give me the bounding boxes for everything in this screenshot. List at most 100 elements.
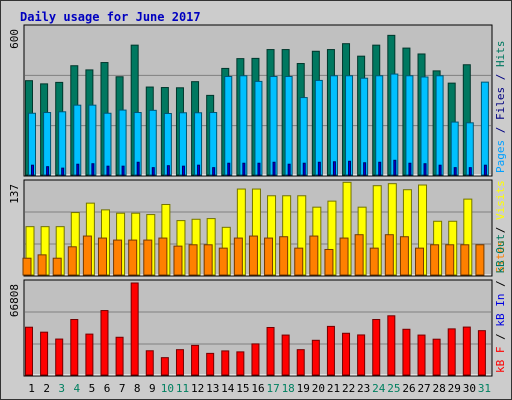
bar-hits-pages-18 [287, 163, 291, 176]
bar-hits-pages-27 [423, 163, 427, 176]
bar-visits-sites-31 [475, 244, 485, 276]
bar-visits-sites-29 [445, 244, 455, 276]
bar-hits-pages-26 [408, 162, 412, 176]
bar-hits-pages-21 [332, 161, 336, 176]
legend-visits-2: Visits [494, 180, 507, 220]
bar-hits-files-11 [178, 112, 187, 176]
bar-visits-sites-25 [384, 234, 394, 276]
bar-kbytes-kb-f-10 [160, 357, 169, 376]
bar-hits-pages-3 [61, 167, 65, 176]
day-label-24: 24 [372, 382, 386, 395]
bar-visits-sites-2 [37, 254, 47, 276]
legend-kbytes-0: kB F [494, 347, 507, 374]
day-label-12: 12 [191, 382, 204, 395]
day-label-28: 28 [433, 382, 446, 395]
bar-visits-sites-11 [173, 245, 183, 276]
day-label-6: 6 [104, 382, 111, 395]
bar-hits-files-16 [254, 80, 263, 176]
bar-hits-pages-28 [438, 164, 442, 176]
legend-visits-1: / [494, 220, 507, 240]
day-label-23: 23 [357, 382, 370, 395]
legend-hits-2: Files [494, 87, 507, 120]
bar-hits-pages-25 [393, 159, 397, 176]
chart-title: Daily usage for June 2017 [20, 10, 201, 24]
bar-kbytes-kb-f-29 [447, 328, 456, 376]
bar-visits-sites-27 [415, 247, 425, 276]
bar-hits-files-9 [148, 109, 157, 176]
bar-visits-sites-1 [22, 257, 32, 276]
bar-hits-files-18 [284, 76, 293, 176]
bar-visits-sites-26 [399, 236, 409, 276]
bar-kbytes-kb-f-25 [387, 315, 396, 376]
day-label-9: 9 [149, 382, 156, 395]
bar-visits-sites-23 [354, 234, 364, 276]
bar-hits-pages-12 [197, 164, 201, 176]
bar-kbytes-kb-f-11 [175, 349, 184, 376]
bar-hits-files-27 [420, 76, 429, 176]
bar-hits-pages-11 [181, 165, 185, 176]
day-label-17: 17 [266, 382, 279, 395]
bar-visits-sites-3 [52, 257, 62, 276]
bar-hits-pages-10 [166, 165, 170, 176]
day-label-25: 25 [387, 382, 400, 395]
bar-visits-sites-12 [188, 244, 198, 276]
bar-hits-pages-19 [302, 162, 306, 176]
day-label-8: 8 [134, 382, 141, 395]
bar-visits-sites-4 [67, 246, 77, 276]
bar-hits-pages-23 [363, 162, 367, 176]
bar-hits-pages-4 [76, 163, 80, 176]
day-label-21: 21 [327, 382, 340, 395]
bar-visits-sites-13 [203, 244, 213, 276]
bar-hits-pages-13 [212, 167, 216, 176]
bar-visits-sites-28 [430, 244, 440, 276]
bar-kbytes-kb-f-16 [251, 343, 260, 376]
bar-hits-files-21 [329, 75, 338, 176]
bar-visits-sites-5 [82, 235, 92, 276]
bar-hits-pages-14 [227, 162, 231, 176]
bar-kbytes-kb-f-8 [130, 282, 139, 376]
bar-visits-sites-15 [233, 237, 243, 276]
day-label-11: 11 [176, 382, 189, 395]
bar-hits-files-23 [360, 77, 369, 176]
bar-visits-sites-16 [248, 235, 258, 276]
bar-hits-files-31 [480, 81, 489, 176]
ymax-label-kbytes: 66808 [8, 284, 21, 317]
legend-hits-3: / [494, 67, 507, 87]
bar-hits-files-26 [405, 75, 414, 176]
bar-kbytes-kb-f-19 [296, 349, 305, 376]
bar-kbytes-kb-f-20 [311, 339, 320, 376]
bar-hits-files-15 [239, 75, 248, 176]
bar-visits-sites-19 [294, 247, 304, 276]
bar-hits-pages-5 [91, 163, 95, 176]
bar-hits-files-7 [118, 109, 127, 176]
legend-kbytes-1: / [494, 327, 507, 347]
bar-kbytes-kb-f-24 [372, 319, 381, 376]
bar-hits-pages-24 [378, 161, 382, 176]
legend-visits-0: Sites [494, 240, 507, 273]
right-legend-hits: Pages / Files / Hits [494, 41, 507, 174]
bar-hits-files-17 [269, 76, 278, 176]
day-label-22: 22 [342, 382, 355, 395]
bar-kbytes-kb-f-7 [115, 336, 124, 376]
bar-visits-sites-6 [97, 237, 107, 276]
bar-kbytes-kb-f-1 [25, 326, 33, 376]
bar-visits-sites-17 [264, 237, 274, 276]
bar-kbytes-kb-f-30 [462, 326, 471, 376]
bar-hits-pages-22 [348, 160, 352, 176]
day-label-14: 14 [221, 382, 235, 395]
ymax-label-hits: 600 [8, 29, 21, 49]
day-label-5: 5 [89, 382, 96, 395]
bar-kbytes-kb-f-31 [477, 330, 486, 376]
bar-visits-sites-21 [324, 248, 334, 276]
bar-hits-pages-16 [257, 162, 261, 176]
bar-hits-files-3 [58, 111, 67, 176]
bar-kbytes-kb-f-15 [236, 351, 245, 376]
legend-kbytes-2: kB In [494, 294, 507, 327]
bar-kbytes-kb-f-26 [402, 328, 411, 376]
bar-hits-files-24 [375, 75, 384, 176]
day-label-27: 27 [417, 382, 430, 395]
day-label-16: 16 [251, 382, 264, 395]
day-label-13: 13 [206, 382, 219, 395]
bar-hits-files-22 [345, 75, 354, 176]
